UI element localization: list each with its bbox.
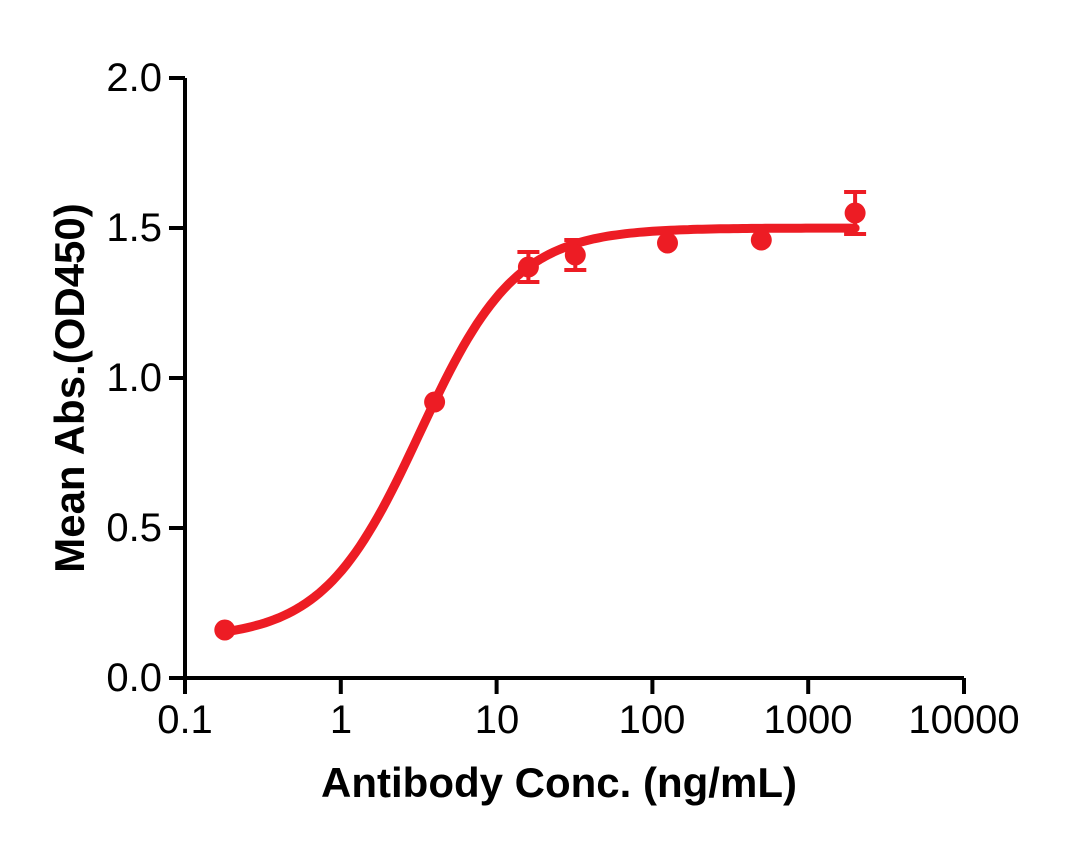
x-tick-label: 0.1: [157, 698, 213, 742]
data-point: [564, 244, 586, 266]
data-point: [657, 232, 678, 254]
data-point: [424, 391, 446, 413]
data-point: [844, 202, 866, 224]
x-tick-label: 10: [474, 698, 520, 742]
y-tick-label: 1.5: [106, 206, 162, 250]
y-tick-label: 0.0: [106, 656, 162, 700]
y-axis-title: Mean Abs.(OD450): [46, 203, 93, 573]
y-tick-label: 0.5: [106, 506, 162, 550]
x-tick-label: 1000: [763, 698, 853, 742]
x-axis-title: Antibody Conc. (ng/mL): [321, 759, 797, 806]
data-point: [214, 619, 236, 641]
data-point: [750, 229, 772, 251]
data-point: [517, 256, 539, 278]
x-tick-label: 10000: [908, 698, 1020, 742]
x-tick-label: 1: [329, 698, 353, 742]
y-tick-label: 1.0: [106, 356, 162, 400]
axes-spines: [183, 78, 964, 680]
y-tick-label: 2.0: [106, 56, 162, 100]
fit-curve: [220, 223, 860, 637]
x-tick-label: 100: [618, 698, 686, 742]
